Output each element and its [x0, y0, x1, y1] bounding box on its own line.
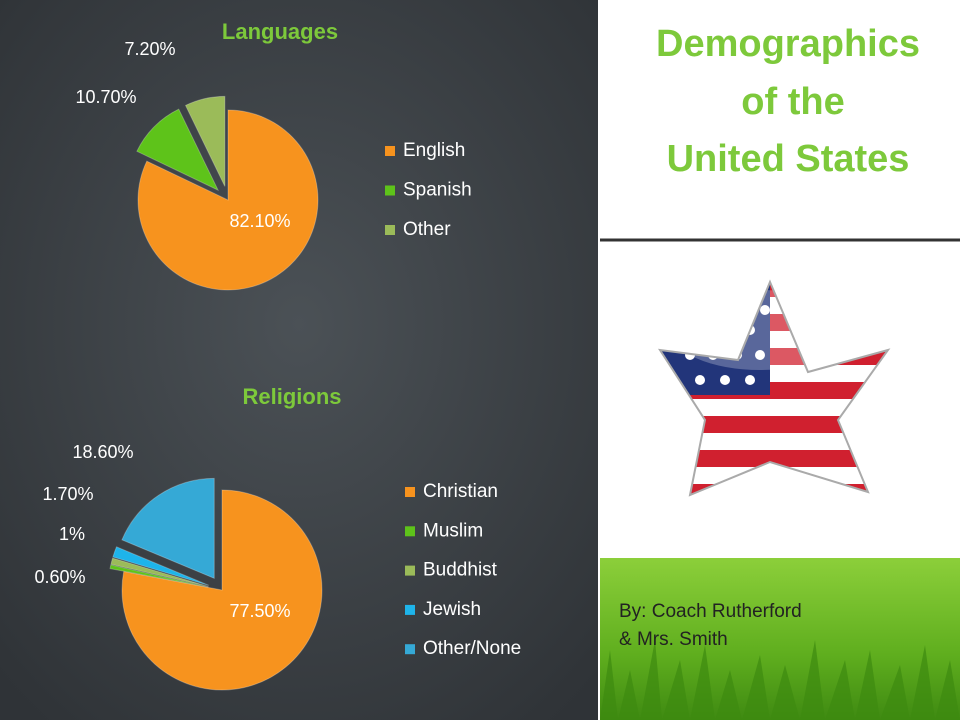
legend-label: Other	[403, 219, 451, 240]
legend-swatch	[385, 225, 395, 235]
legend-label: Jewish	[423, 599, 481, 620]
pie-slice	[110, 557, 209, 587]
data-label: 18.60%	[72, 442, 133, 462]
pie-slice	[184, 95, 226, 187]
legend-label: Other/None	[423, 638, 521, 659]
legend-label: Muslim	[423, 520, 483, 541]
slide-title: Demographics	[656, 23, 920, 65]
legend-swatch	[405, 644, 415, 655]
legend-swatch	[385, 146, 395, 156]
chart-title: Languages	[222, 19, 338, 44]
pie-slice	[109, 564, 209, 588]
data-label: 1.70%	[42, 484, 93, 504]
data-label: 0.60%	[34, 567, 85, 587]
pie-slice	[137, 109, 319, 291]
author: By: Coach Rutherford	[619, 601, 802, 622]
slide-title: of the	[741, 81, 844, 123]
slide-title: United States	[667, 138, 910, 180]
star-outline	[657, 279, 891, 497]
legend-swatch	[385, 185, 395, 196]
pie-slice	[136, 108, 220, 192]
legend-swatch	[405, 487, 415, 497]
legend-swatch	[405, 526, 415, 537]
legend-swatch	[405, 604, 415, 615]
grass-blades	[600, 640, 960, 720]
legend-label: Buddhist	[423, 560, 498, 581]
data-label: 10.70%	[75, 87, 136, 107]
data-label: 7.20%	[124, 39, 175, 59]
legend-swatch	[405, 565, 415, 576]
legend-label: Christian	[423, 481, 498, 502]
legend-label: Spanish	[403, 180, 472, 201]
data-label: 77.50%	[229, 601, 290, 621]
pie-slice	[121, 489, 323, 691]
author: & Mrs. Smith	[619, 629, 728, 650]
pie-slice	[121, 477, 215, 580]
data-label: 1%	[59, 524, 85, 544]
legend-label: English	[403, 140, 465, 161]
pie-slice	[112, 546, 210, 586]
chart-title: Religions	[242, 384, 341, 409]
data-label: 82.10%	[229, 211, 290, 231]
